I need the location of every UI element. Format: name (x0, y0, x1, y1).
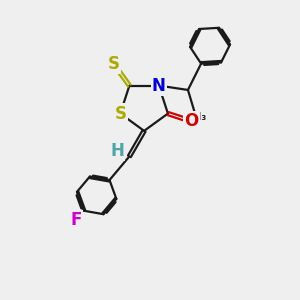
Text: O: O (184, 112, 199, 130)
Text: CH₃: CH₃ (185, 112, 207, 122)
Text: H: H (110, 142, 124, 160)
Text: F: F (70, 211, 82, 229)
Text: S: S (107, 55, 119, 73)
Text: N: N (152, 76, 166, 94)
Text: S: S (114, 105, 126, 123)
